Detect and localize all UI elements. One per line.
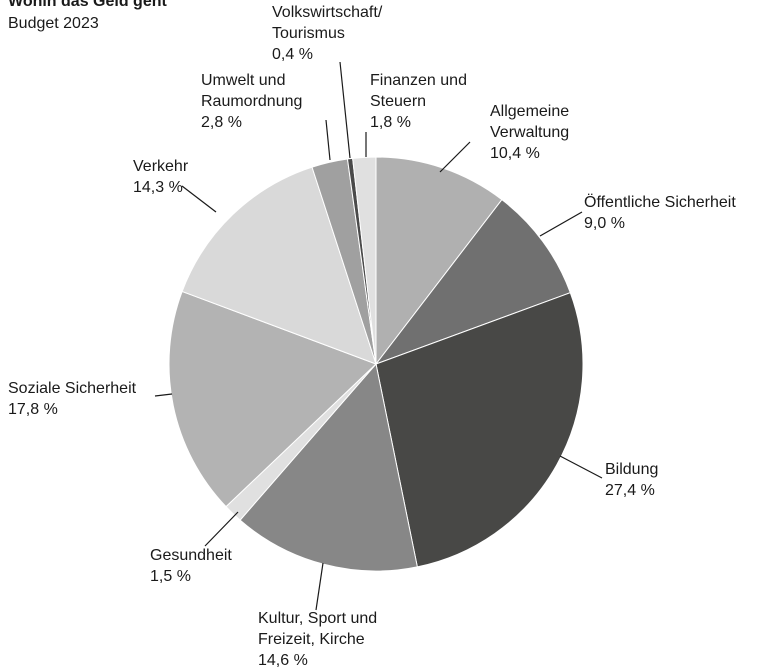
- slice-value: 0,4 %: [272, 46, 313, 63]
- chart-title: Wohin das Geld geht: [8, 0, 167, 10]
- slice-name-line: Finanzen und: [370, 72, 467, 89]
- slice-name: Verkehr: [133, 158, 189, 175]
- leader-line: [325, 119, 331, 161]
- slice-name: Bildung: [605, 461, 658, 478]
- pie-slice: [374, 198, 571, 366]
- slice-label: Volkswirtschaft/Tourismus 0,4 %: [272, 4, 383, 63]
- slice-name-line: Volkswirtschaft/: [272, 4, 383, 21]
- leader-line: [204, 511, 239, 547]
- slice-label: Bildung 27,4 %: [605, 461, 658, 499]
- slice-name: Umwelt und Raumordnung: [201, 72, 302, 110]
- slice-name-line: Öffentliche Sicherheit: [584, 193, 736, 211]
- leader-line: [439, 141, 471, 173]
- slice-value: 9,0 %: [584, 215, 625, 232]
- slice-name-line: Tourismus: [272, 25, 345, 42]
- slice-name-line: Verwaltung: [490, 124, 569, 141]
- slice-value: 14,6 %: [258, 652, 308, 669]
- slice-label: Verkehr 14,3 %: [133, 158, 189, 196]
- slice-name-line: Umwelt und: [201, 72, 285, 89]
- slice-name: Öffentliche Sicherheit: [584, 193, 736, 211]
- pie-slice: [375, 292, 584, 568]
- slice-name: Gesundheit: [150, 547, 232, 564]
- pie-slice: [168, 290, 377, 508]
- slice-name: Allgemeine Verwaltung: [490, 103, 569, 141]
- leader-line: [559, 455, 603, 479]
- slice-name-line: Soziale Sicherheit: [8, 380, 137, 397]
- slice-name-line: Bildung: [605, 461, 658, 478]
- slice-name-line: Freizeit, Kirche: [258, 631, 365, 648]
- leader-line: [315, 562, 324, 611]
- slice-label: Soziale Sicherheit 17,8 %: [8, 380, 137, 418]
- slice-label: Öffentliche Sicherheit 9,0 %: [584, 193, 736, 232]
- slice-value: 1,8 %: [370, 114, 411, 131]
- slice-label: Umwelt und Raumordnung 2,8 %: [201, 72, 302, 131]
- slice-value: 17,8 %: [8, 401, 58, 418]
- leader-line: [539, 211, 583, 237]
- slice-value: 2,8 %: [201, 114, 242, 131]
- slice-label: Allgemeine Verwaltung 10,4 %: [490, 103, 569, 162]
- slice-value: 1,5 %: [150, 568, 191, 585]
- pie-slice: [375, 156, 503, 366]
- slice-value: 14,3 %: [133, 179, 183, 196]
- slice-label: Finanzen und Steuern 1,8 %: [370, 72, 467, 131]
- slice-name-line: Allgemeine: [490, 103, 569, 120]
- leader-line: [339, 61, 351, 159]
- slice-name-line: Raumordnung: [201, 93, 302, 110]
- slice-name: Soziale Sicherheit: [8, 380, 137, 397]
- slice-name-line: Steuern: [370, 93, 426, 110]
- chart-subtitle: Budget 2023: [8, 15, 99, 32]
- slice-name: Finanzen und Steuern: [370, 72, 467, 110]
- slice-name: Kultur, Sport und Freizeit, Kirche: [258, 610, 377, 648]
- slice-name: Volkswirtschaft/Tourismus: [272, 4, 383, 42]
- slice-value: 10,4 %: [490, 145, 540, 162]
- leader-line: [181, 185, 217, 213]
- slice-value: 27,4 %: [605, 482, 655, 499]
- pie-slice: [352, 156, 377, 365]
- slice-name-line: Kultur, Sport und: [258, 610, 377, 627]
- slice-name-line: Verkehr: [133, 158, 189, 175]
- slice-name-line: Gesundheit: [150, 547, 232, 564]
- slice-label: Kultur, Sport und Freizeit, Kirche 14,6 %: [258, 610, 377, 669]
- slice-label: Gesundheit 1,5 %: [150, 547, 232, 585]
- leader-line: [154, 393, 173, 397]
